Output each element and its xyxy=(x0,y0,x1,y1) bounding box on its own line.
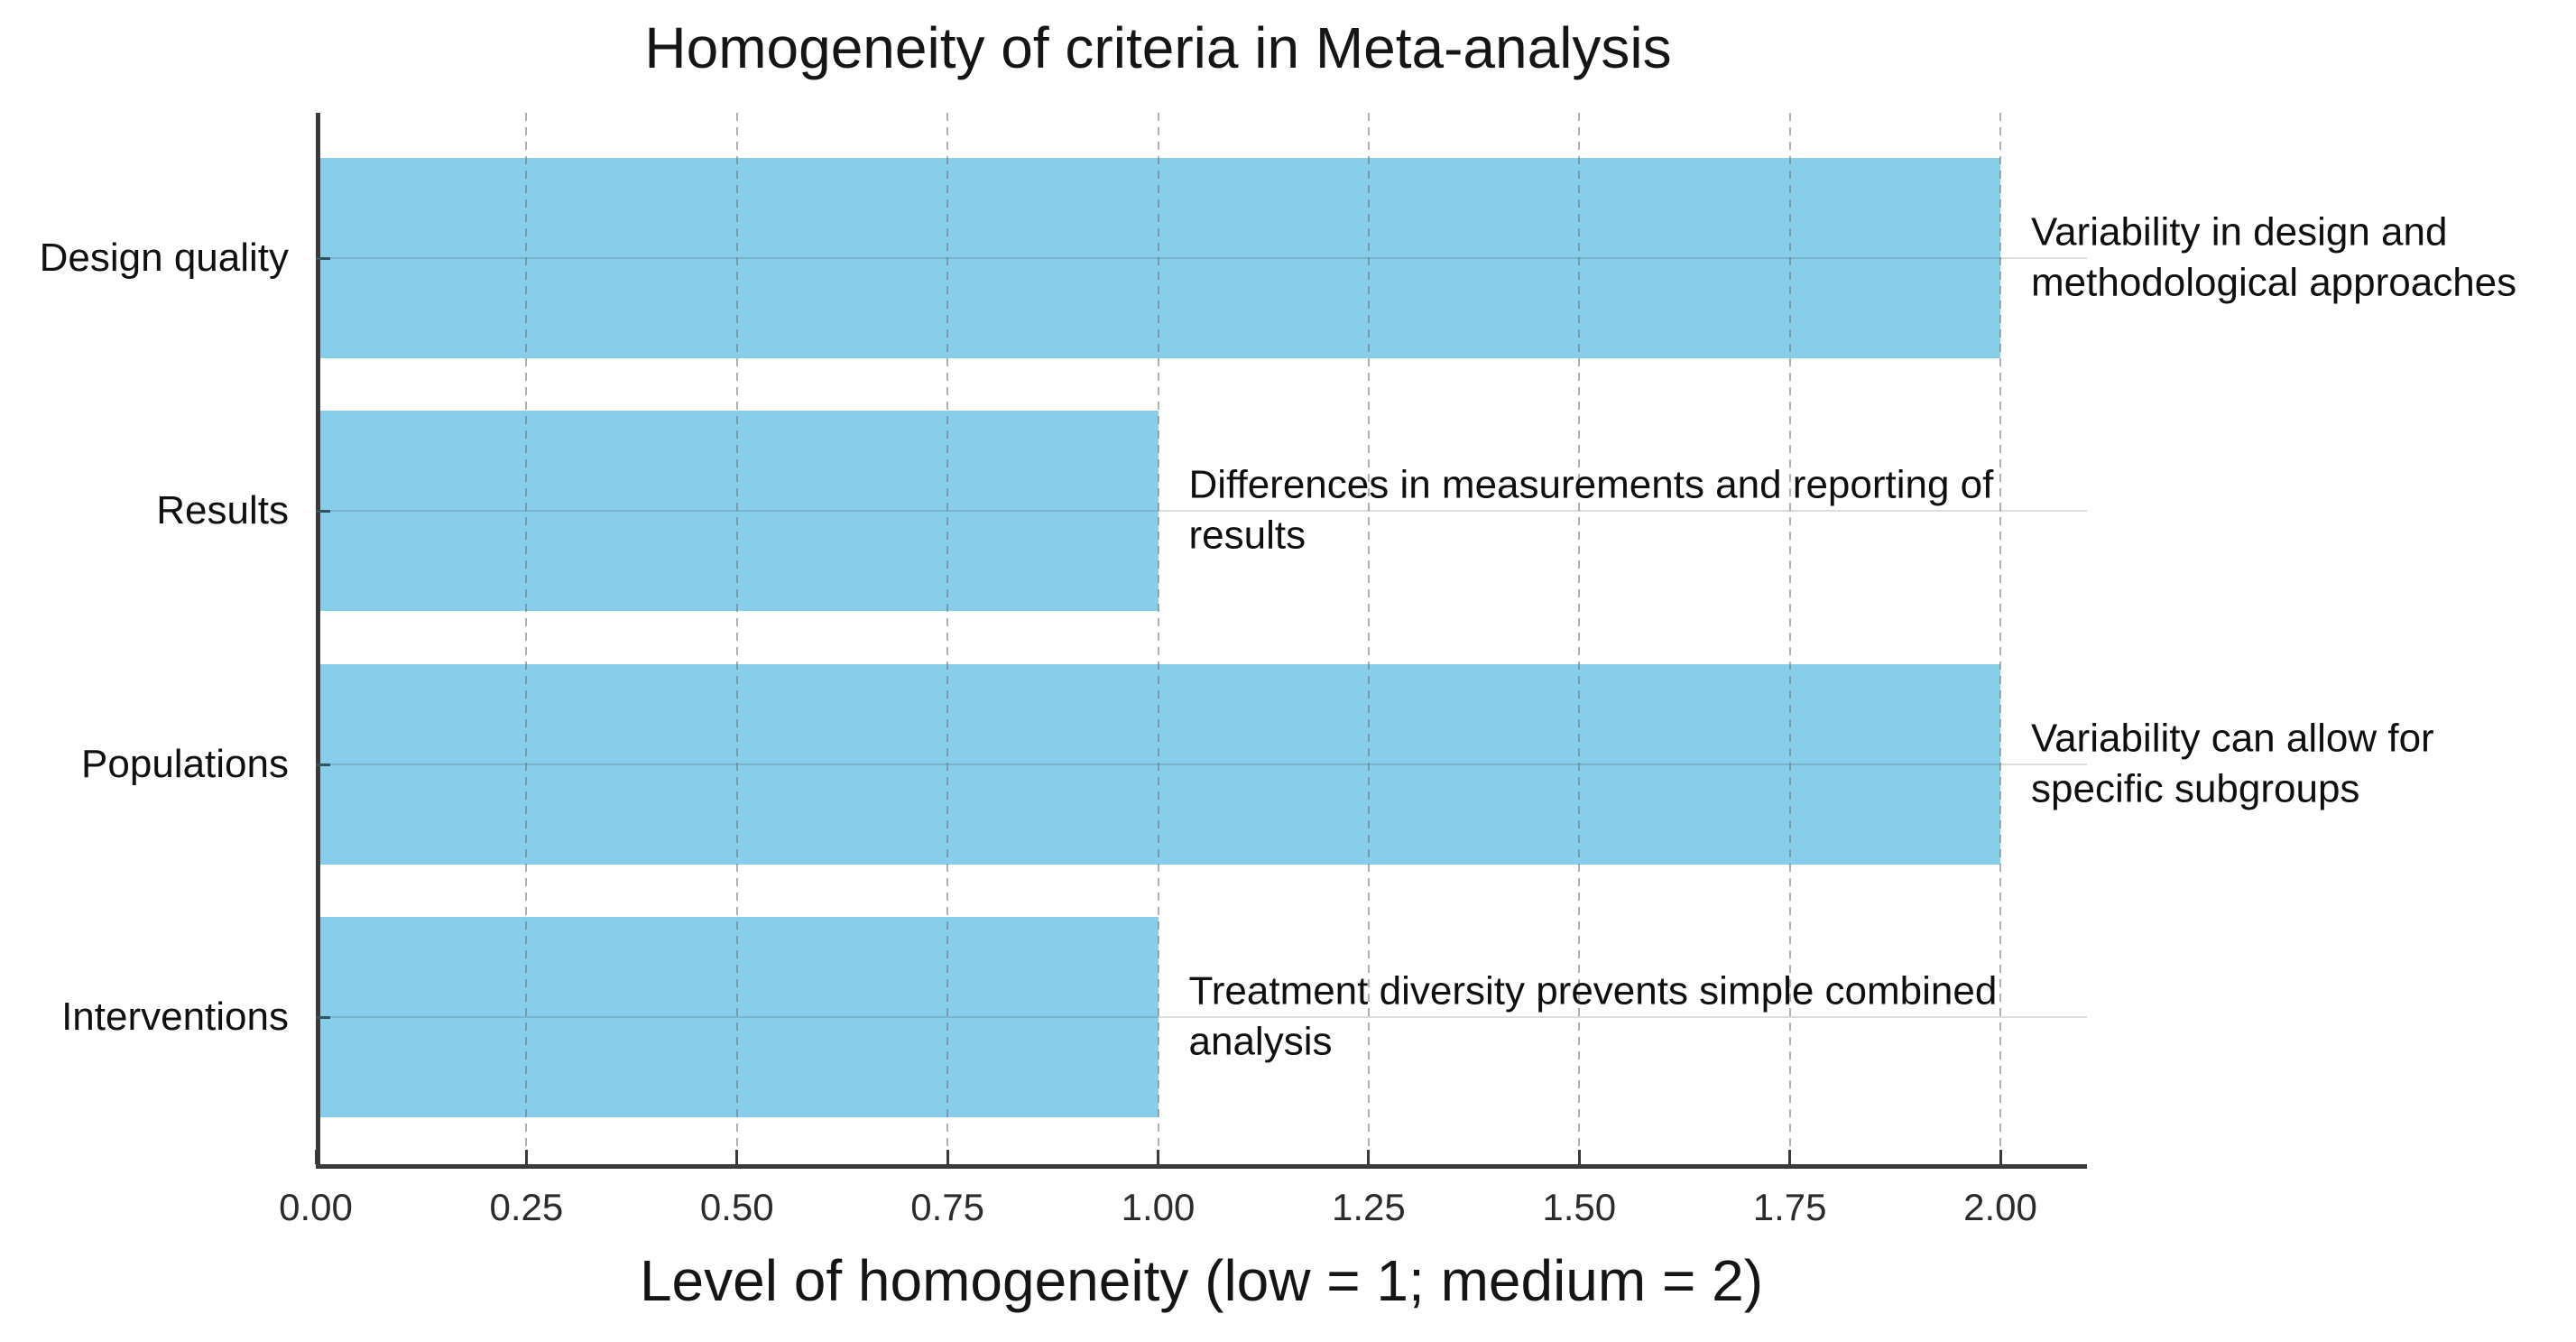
x-tick-label: 2.00 xyxy=(1963,1186,2037,1228)
x-gridline xyxy=(1367,113,1370,1164)
bar-annotation: Differences in measurements and reportin… xyxy=(1188,462,1994,558)
y-tick xyxy=(316,1015,330,1019)
y-tick xyxy=(316,509,330,513)
x-tick-label: 0.50 xyxy=(699,1186,774,1228)
x-tick xyxy=(1577,1150,1581,1164)
x-tick-label: 0.75 xyxy=(910,1186,984,1228)
bar-annotation: Variability in design and methodological… xyxy=(2031,209,2517,305)
x-tick-label: 0.25 xyxy=(489,1186,564,1228)
x-tick xyxy=(314,1150,318,1164)
y-gridline xyxy=(316,510,2087,512)
x-tick xyxy=(1157,1150,1159,1164)
y-gridline xyxy=(316,764,2087,765)
x-tick xyxy=(946,1150,949,1164)
bar-annotation: Treatment diversity prevents simple comb… xyxy=(1188,968,1998,1064)
x-tick xyxy=(1999,1150,2002,1164)
y-gridline xyxy=(316,1016,2087,1018)
category-label: Design quality xyxy=(39,236,289,280)
chart-title: Homogeneity of criteria in Meta-analysis xyxy=(644,15,1672,80)
x-tick xyxy=(735,1150,739,1164)
category-label: Populations xyxy=(81,742,289,786)
x-tick-label: 1.75 xyxy=(1752,1186,1827,1228)
plot-area: 0.00 0.25 0.50 0.75 1.00 1.25 1.50 1.75 2.00 Desi… xyxy=(40,113,2516,1228)
x-tick xyxy=(524,1150,528,1164)
x-gridline xyxy=(735,113,738,1164)
x-tick xyxy=(1788,1150,1792,1164)
y-gridline xyxy=(316,257,2087,259)
x-gridline xyxy=(1578,113,1581,1164)
x-gridline xyxy=(946,113,949,1164)
category-label: Interventions xyxy=(61,995,289,1039)
x-tick-label: 0.00 xyxy=(279,1186,353,1228)
x-tick-label: 1.50 xyxy=(1542,1186,1617,1228)
y-axis-line xyxy=(316,113,320,1169)
x-gridline xyxy=(1999,113,2001,1164)
x-gridline xyxy=(525,113,528,1164)
x-gridline xyxy=(1788,113,1791,1164)
y-tick xyxy=(316,763,330,766)
bar-annotation: Variability can allow for specific subgr… xyxy=(2031,716,2434,811)
x-axis-label: Level of homogeneity (low = 1; medium = … xyxy=(639,1248,1764,1313)
x-gridline xyxy=(1157,113,1159,1164)
category-label: Results xyxy=(156,488,289,532)
x-tick-label: 1.25 xyxy=(1332,1186,1406,1228)
y-tick xyxy=(316,256,330,260)
x-tick-label: 1.00 xyxy=(1121,1186,1196,1228)
x-axis-line xyxy=(316,1164,2087,1169)
x-tick xyxy=(1367,1150,1371,1164)
